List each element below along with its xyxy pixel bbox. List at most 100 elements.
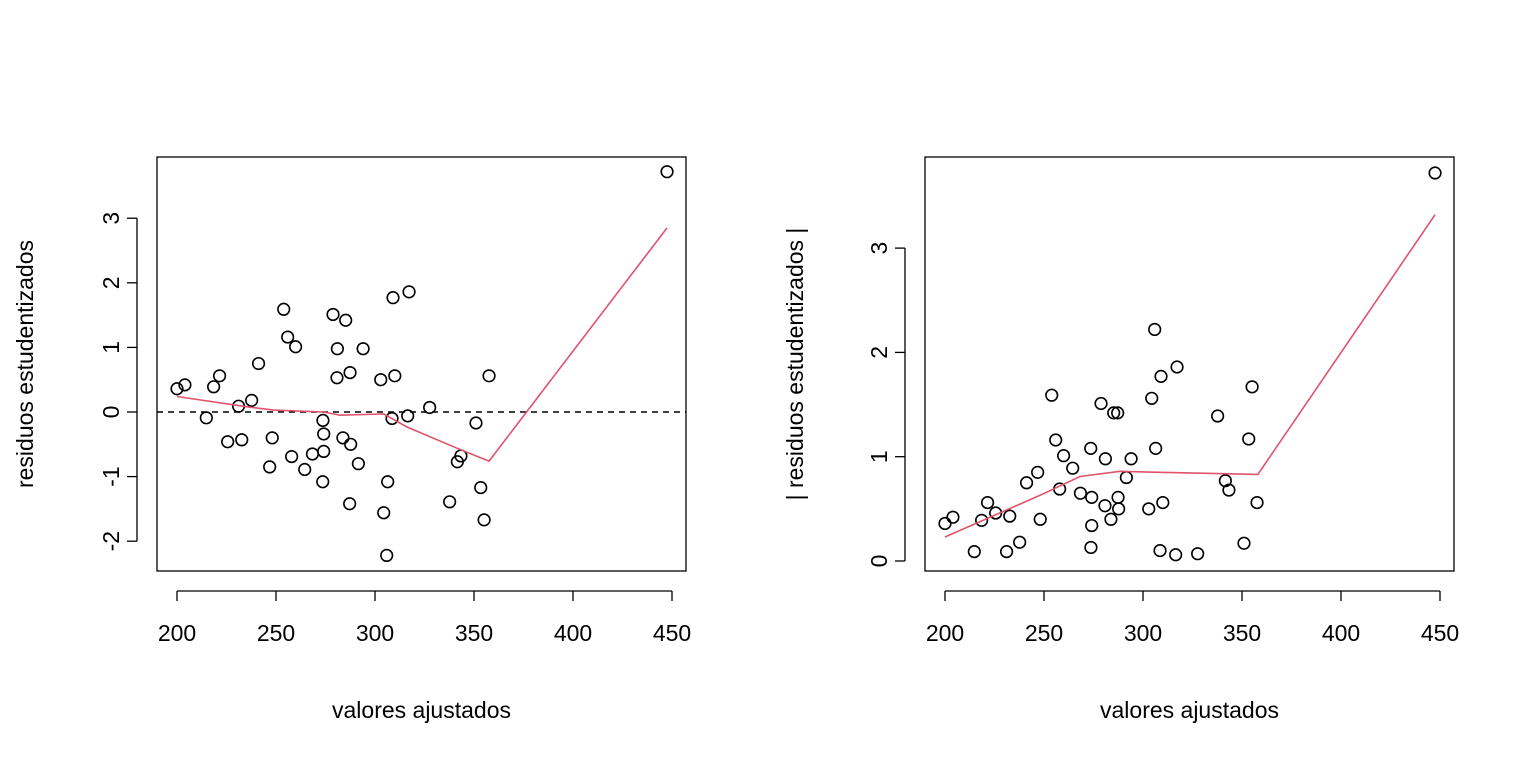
data-point bbox=[1013, 535, 1027, 549]
y-tick-label: 2 bbox=[866, 346, 892, 359]
data-point bbox=[1170, 360, 1184, 374]
data-point bbox=[474, 480, 488, 495]
x-tick-label: 200 bbox=[926, 620, 964, 646]
data-point bbox=[1111, 406, 1125, 420]
data-point bbox=[374, 373, 388, 387]
data-point bbox=[343, 365, 357, 380]
data-point bbox=[1142, 502, 1156, 516]
data-point bbox=[1156, 495, 1170, 510]
data-point bbox=[281, 330, 295, 344]
data-point bbox=[317, 444, 331, 459]
y-tick-label: 1 bbox=[866, 450, 892, 463]
data-point bbox=[251, 356, 266, 371]
data-point bbox=[1019, 476, 1034, 490]
data-point bbox=[660, 165, 674, 179]
data-point bbox=[1237, 536, 1251, 550]
data-point bbox=[938, 516, 952, 531]
data-point bbox=[377, 506, 391, 520]
data-point bbox=[207, 380, 221, 394]
data-point bbox=[344, 437, 358, 451]
x-tick-label: 350 bbox=[455, 620, 493, 646]
y-tick-label: 3 bbox=[866, 242, 892, 255]
data-point bbox=[1045, 388, 1059, 402]
data-point bbox=[1073, 486, 1088, 500]
data-point bbox=[263, 460, 277, 474]
x-tick-label: 350 bbox=[1223, 620, 1261, 646]
data-point bbox=[1003, 509, 1017, 523]
data-point bbox=[1169, 548, 1183, 562]
x-axis-label: valores ajustados bbox=[1100, 697, 1279, 723]
data-point bbox=[316, 475, 330, 489]
data-point bbox=[975, 513, 989, 527]
x-tick-label: 300 bbox=[1124, 620, 1162, 646]
data-point bbox=[265, 431, 279, 445]
y-tick-label: 0 bbox=[866, 555, 892, 568]
data-point bbox=[388, 369, 402, 383]
data-point bbox=[1148, 322, 1162, 337]
data-point bbox=[1191, 547, 1205, 561]
data-point bbox=[1033, 512, 1047, 526]
x-tick-label: 450 bbox=[1421, 620, 1459, 646]
data-point bbox=[1112, 502, 1126, 516]
data-point bbox=[305, 447, 320, 461]
x-tick-label: 200 bbox=[158, 620, 196, 646]
y-tick-label: 3 bbox=[98, 212, 124, 225]
data-point bbox=[356, 342, 370, 356]
x-axis-label: valores ajustados bbox=[332, 697, 511, 723]
x-tick-label: 250 bbox=[1025, 620, 1063, 646]
data-point bbox=[386, 291, 400, 305]
data-point bbox=[1111, 490, 1125, 504]
data-point bbox=[285, 449, 299, 464]
y-axis-label: | residuos estudentizados | bbox=[782, 228, 808, 501]
x-tick-label: 250 bbox=[257, 620, 295, 646]
data-point bbox=[1242, 432, 1256, 446]
data-point bbox=[443, 495, 457, 509]
y-tick-label: 2 bbox=[98, 276, 124, 289]
data-point bbox=[385, 411, 399, 426]
data-point bbox=[402, 285, 416, 299]
data-point bbox=[317, 427, 331, 441]
data-point bbox=[381, 475, 395, 489]
data-point bbox=[235, 433, 249, 447]
data-point bbox=[339, 313, 353, 327]
data-point bbox=[199, 411, 213, 425]
data-point bbox=[1218, 474, 1232, 488]
data-point bbox=[221, 435, 235, 449]
data-point bbox=[1057, 449, 1071, 463]
data-point bbox=[1124, 452, 1138, 466]
data-point bbox=[178, 378, 192, 392]
data-point bbox=[1149, 441, 1163, 455]
data-point bbox=[1098, 499, 1112, 513]
data-point bbox=[1250, 495, 1264, 510]
data-point bbox=[469, 416, 483, 430]
data-point bbox=[423, 400, 437, 415]
data-point bbox=[330, 371, 344, 385]
data-point bbox=[1104, 512, 1118, 526]
data-point bbox=[289, 340, 303, 354]
data-point bbox=[1066, 461, 1080, 475]
data-point bbox=[482, 369, 496, 383]
data-point bbox=[999, 545, 1014, 559]
data-point bbox=[450, 455, 464, 469]
data-point bbox=[477, 513, 491, 527]
data-point bbox=[316, 413, 330, 427]
y-tick-label: 0 bbox=[98, 406, 124, 419]
x-tick-label: 400 bbox=[554, 620, 592, 646]
data-point bbox=[1084, 540, 1098, 555]
data-point bbox=[1085, 490, 1099, 504]
data-point bbox=[1153, 543, 1167, 558]
data-point bbox=[1428, 166, 1442, 180]
y-axis-label: residuos estudentizados bbox=[12, 240, 38, 488]
smooth-line bbox=[176, 227, 668, 463]
data-point bbox=[277, 302, 291, 316]
plot-frame bbox=[156, 156, 687, 572]
data-point bbox=[298, 462, 312, 477]
data-point bbox=[326, 307, 340, 322]
data-point bbox=[330, 342, 344, 356]
data-point bbox=[212, 369, 227, 383]
data-point bbox=[1084, 441, 1098, 455]
data-point bbox=[1031, 465, 1045, 479]
y-tick-label: -1 bbox=[98, 466, 124, 486]
smooth-line bbox=[944, 214, 1436, 538]
x-tick-label: 450 bbox=[653, 620, 691, 646]
